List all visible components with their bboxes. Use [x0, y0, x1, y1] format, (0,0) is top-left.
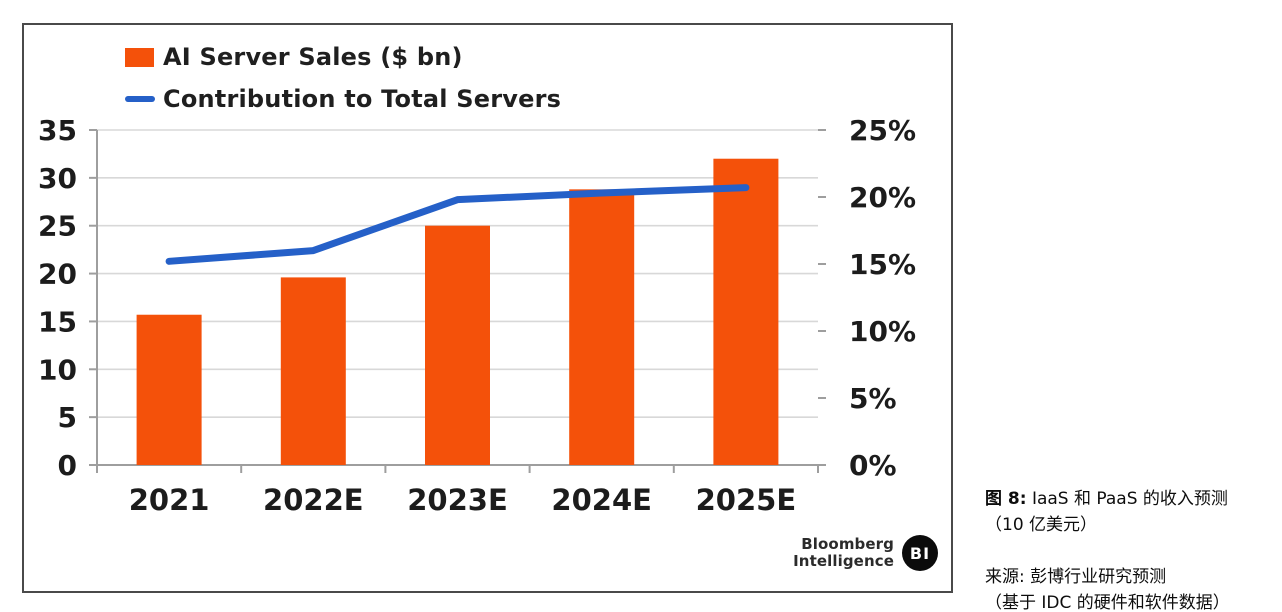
bi-badge-text: BI — [909, 543, 931, 563]
caption-figure-title: IaaS 和 PaaS 的收入预测 — [1026, 489, 1228, 509]
brand-line1: Bloomberg — [801, 535, 894, 553]
caption-source-line1: 来源: 彭博行业研究预测 — [985, 567, 1167, 587]
chart-frame: AI Server Sales ($ bn) Contribution to T… — [22, 23, 953, 593]
bar-2025E — [713, 158, 779, 465]
caption-title-line: 图 8: IaaS 和 PaaS 的收入预测 — [985, 486, 1280, 512]
left-axis-label: 20 — [38, 258, 77, 291]
right-axis-label: 5% — [849, 382, 897, 415]
right-axis-label: 20% — [849, 181, 916, 214]
left-axis-label: 25 — [38, 210, 77, 243]
chart-legend: AI Server Sales ($ bn) Contribution to T… — [125, 43, 561, 127]
left-axis-label: 15 — [38, 305, 77, 338]
legend-label-line-series: Contribution to Total Servers — [163, 85, 562, 113]
x-axis-label-2024E: 2024E — [551, 483, 652, 517]
right-axis-label: 0% — [849, 449, 897, 482]
x-axis-label-2022E: 2022E — [263, 483, 364, 517]
bar-2022E — [280, 277, 346, 465]
bar-2024E — [569, 189, 635, 466]
legend-item-bar: AI Server Sales ($ bn) — [125, 43, 561, 71]
left-axis-label: 5 — [58, 401, 77, 434]
left-axis-label: 30 — [38, 162, 77, 195]
brand-line2: Intelligence — [793, 552, 894, 570]
x-axis-label-2025E: 2025E — [696, 483, 797, 517]
line-series-swatch-icon — [125, 96, 155, 102]
legend-label-bar-series: AI Server Sales ($ bn) — [163, 43, 463, 71]
caption-figure-label: 图 8: — [985, 489, 1027, 509]
right-axis-label: 10% — [849, 315, 916, 348]
x-axis-label-2021: 2021 — [129, 483, 210, 517]
x-axis-label-2023E: 2023E — [407, 483, 508, 517]
bi-badge-icon: BI — [902, 535, 938, 571]
contribution-line — [165, 184, 750, 265]
caption-subtitle: （10 亿美元） — [985, 515, 1098, 535]
figure-caption: 图 8: IaaS 和 PaaS 的收入预测 （10 亿美元） 来源: 彭博行业… — [985, 486, 1280, 612]
right-axis-label: 25% — [849, 114, 916, 147]
caption-source-line2: （基于 IDC 的硬件和软件数据） — [985, 593, 1230, 612]
bar-2021 — [136, 314, 202, 465]
left-axis-label: 10 — [38, 353, 77, 386]
bloomberg-intelligence-wordmark: Bloomberg Intelligence — [793, 536, 894, 570]
legend-item-line: Contribution to Total Servers — [125, 85, 561, 113]
bar-2023E — [425, 225, 490, 465]
right-axis-label: 15% — [849, 248, 916, 281]
bar-series-swatch-icon — [125, 47, 154, 67]
left-axis-label: 0 — [58, 449, 77, 482]
left-axis-label: 35 — [38, 114, 77, 147]
bloomberg-intelligence-logo: Bloomberg Intelligence BI — [793, 535, 938, 571]
